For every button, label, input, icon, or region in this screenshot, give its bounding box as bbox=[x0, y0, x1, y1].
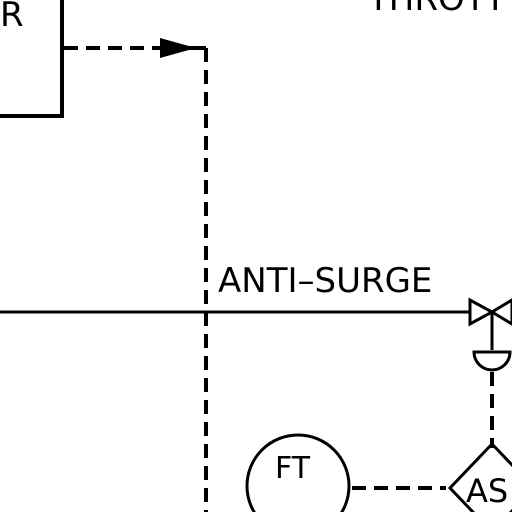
ft-instrument-bubble bbox=[245, 433, 351, 512]
anti-surge-label: ANTI–SURGE bbox=[218, 261, 432, 301]
as-label: AS bbox=[466, 472, 508, 510]
anti-surge-valve bbox=[468, 297, 512, 372]
throttle-label: THROTT bbox=[367, 0, 506, 19]
box-label: R bbox=[0, 0, 24, 35]
dashed-signal-line bbox=[64, 46, 208, 512]
as-instrument-diamond bbox=[447, 441, 512, 512]
controller-box bbox=[0, 0, 64, 118]
ft-label: FT bbox=[275, 451, 311, 486]
signal-arrowhead bbox=[160, 38, 196, 58]
